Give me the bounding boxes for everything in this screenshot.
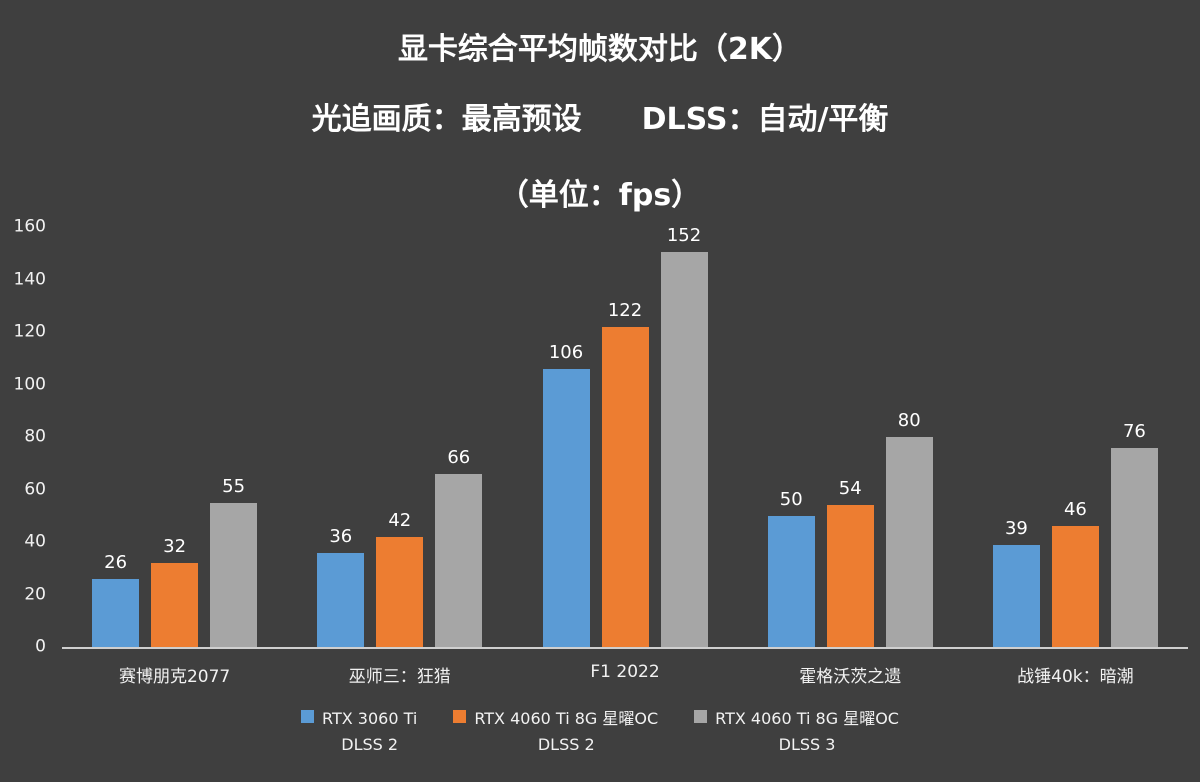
legend-swatch	[301, 710, 315, 723]
bar-value-label: 36	[329, 525, 353, 547]
bar-group: 36 42 66	[287, 227, 512, 647]
bar-group: 50 54 80	[738, 227, 963, 647]
bar-series-1	[317, 552, 365, 647]
bar-column: 152	[660, 225, 708, 647]
chart-header: 显卡综合平均帧数对比（2K） 光追画质：最高预设 DLSS：自动/平衡 （单位：…	[0, 16, 1200, 214]
bar-value-label: 39	[1004, 517, 1028, 539]
chart-title: 显卡综合平均帧数对比（2K）	[397, 32, 803, 67]
category-label: 战锤40k：暗潮	[1017, 667, 1134, 687]
bar-value-label: 42	[388, 509, 412, 531]
legend-swatch	[694, 710, 708, 723]
bar-series-2	[601, 326, 649, 647]
y-tick-label: 160	[13, 216, 46, 237]
legend-label-line1: RTX 4060 Ti 8G 星曜OC	[715, 709, 899, 728]
bar-value-label: 32	[163, 536, 187, 557]
legend: RTX 3060 Ti DLSS 2 RTX 4060 Ti 8G 星曜OC DLSS…	[0, 706, 1200, 757]
legend-label-line2: DLSS 3	[778, 734, 836, 754]
bar-series-3	[885, 437, 933, 647]
y-tick-label: 100	[13, 374, 46, 394]
legend-item: RTX 3060 Ti DLSS 2	[301, 706, 417, 757]
bar-column: 36	[317, 227, 365, 647]
bar-column: 46	[1051, 227, 1099, 647]
y-tick-label: 140	[13, 269, 46, 289]
bar-column: 80	[885, 227, 933, 647]
bar-column: 66	[435, 227, 483, 647]
chart-unit-label: （单位：fps）	[498, 178, 702, 213]
x-axis: 赛博朋克2077 巫师三：狂猎 F1 2022 霍格沃茨之遗 战锤40k：暗潮	[62, 662, 1188, 687]
legend-item: RTX 4060 Ti 8G 星曜OC DLSS 3	[694, 706, 899, 757]
bar-series-3	[210, 502, 258, 647]
bar-series-3	[1110, 447, 1158, 647]
bar-group: 26 32 55	[62, 227, 287, 647]
bar-series-1	[92, 578, 140, 647]
legend-label-line1: RTX 3060 Ti	[322, 709, 418, 728]
category-label: F1 2022	[590, 662, 660, 682]
bar-groups: 26 32 55 36 42 66 106 122 152 50 54 80 39 46 76	[62, 227, 1188, 647]
legend-label: RTX 3060 Ti DLSS 2	[322, 706, 417, 757]
bar-series-3	[660, 252, 708, 647]
y-tick-label: 80	[24, 426, 46, 447]
plot-area: 26 32 55 36 42 66 106 122 152 50 54 80 39 46 76	[62, 227, 1188, 649]
bar-column: 106	[542, 227, 590, 647]
bar-series-2	[151, 563, 199, 647]
bar-value-label: 54	[838, 478, 862, 500]
legend-swatch	[453, 710, 467, 723]
bar-value-label: 66	[447, 446, 471, 468]
bar-column: 76	[1110, 227, 1158, 647]
bar-column: 122	[601, 227, 649, 647]
legend-label-line2: DLSS 2	[341, 734, 399, 754]
bar-series-1	[542, 368, 590, 647]
bar-group: 39 46 76	[963, 227, 1188, 647]
y-axis: 0 20 40 60 80 100 120 140 160	[0, 218, 48, 655]
bar-series-2	[1051, 526, 1099, 647]
legend-label: RTX 4060 Ti 8G 星曜OC DLSS 2	[474, 706, 658, 757]
bar-column: 54	[826, 227, 874, 647]
bar-series-2	[826, 505, 874, 647]
y-tick-label: 20	[24, 584, 46, 604]
bar-column: 39	[992, 227, 1040, 647]
bar-value-label: 106	[548, 341, 584, 363]
bar-value-label: 46	[1063, 499, 1087, 521]
legend-item: RTX 4060 Ti 8G 星曜OC DLSS 2	[453, 706, 658, 757]
legend-label-line2: DLSS 2	[537, 734, 595, 754]
bar-series-3	[435, 473, 483, 647]
bar-value-label: 50	[779, 488, 803, 510]
bar-value-label: 122	[607, 299, 643, 321]
bar-group: 106 122 152	[512, 227, 737, 647]
y-tick-label: 120	[13, 321, 46, 342]
bar-column: 32	[151, 227, 199, 647]
bar-column: 50	[767, 227, 815, 647]
y-tick-label: 60	[24, 479, 46, 499]
category-label: 赛博朋克2077	[118, 667, 231, 687]
y-tick-label: 40	[24, 531, 46, 552]
chart-subtitle: 光追画质：最高预设 DLSS：自动/平衡	[311, 102, 889, 137]
bar-column: 42	[376, 227, 424, 647]
bar-series-1	[767, 515, 815, 647]
bar-value-label: 26	[104, 551, 128, 573]
bar-value-label: 80	[897, 410, 921, 431]
bar-series-1	[992, 544, 1040, 647]
bar-column: 26	[92, 227, 140, 647]
legend-label-line1: RTX 4060 Ti 8G 星曜OC	[474, 709, 659, 728]
bar-series-2	[376, 536, 424, 647]
y-tick-label: 0	[35, 636, 46, 657]
category-label: 霍格沃茨之遗	[799, 667, 902, 687]
bar-value-label: 76	[1122, 420, 1146, 442]
legend-label: RTX 4060 Ti 8G 星曜OC DLSS 3	[715, 706, 899, 757]
bar-value-label: 152	[666, 225, 702, 246]
bar-column: 55	[210, 227, 258, 647]
bar-value-label: 55	[222, 475, 246, 497]
category-label: 巫师三：狂猎	[348, 667, 451, 687]
